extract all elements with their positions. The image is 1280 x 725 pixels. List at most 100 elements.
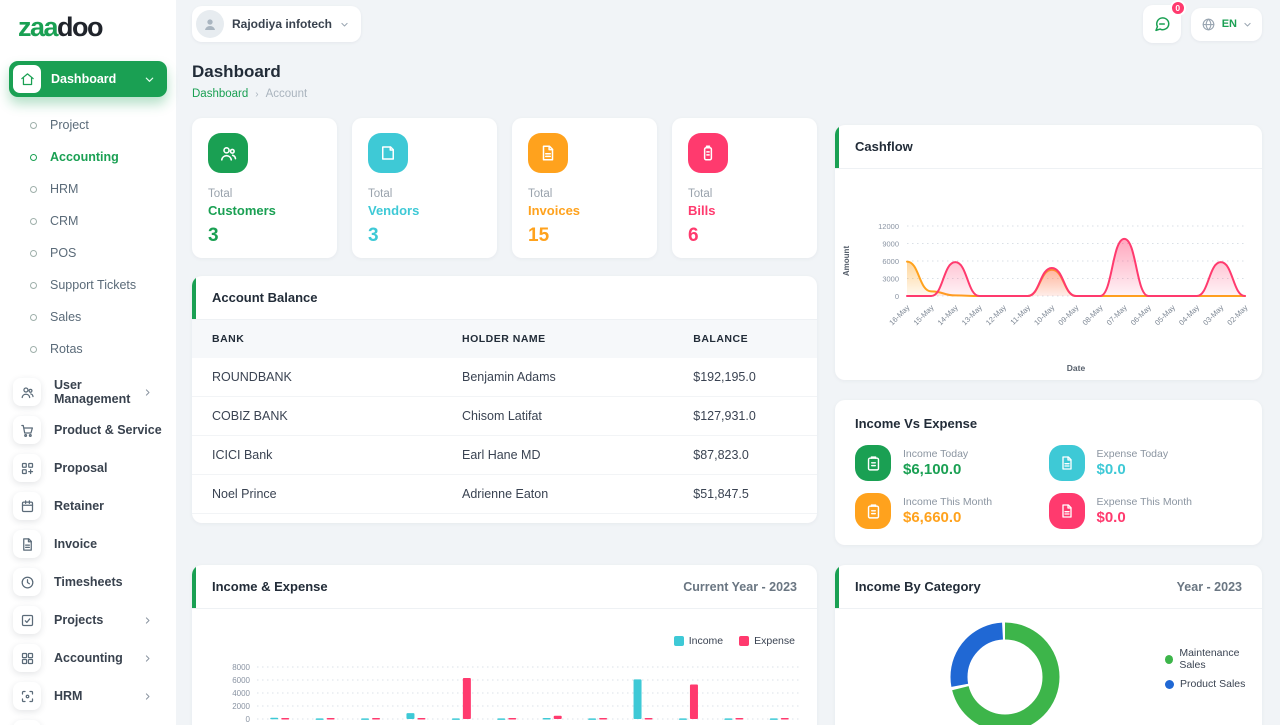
sidebar-item-support-tickets[interactable]: Support Tickets [0,269,176,301]
column-header-bank: BANK [192,320,442,358]
home-icon [13,65,41,93]
app-logo[interactable]: zaadoo [0,0,176,53]
income-today-item: Income Today $6,100.0 [855,445,1049,481]
globe-icon [1201,17,1216,32]
note-icon [368,133,408,173]
clock-icon [13,568,41,596]
sidebar-item-label: POS [50,246,77,260]
sidebar-item-accounting[interactable]: Accounting [0,141,176,173]
svg-text:12000: 12000 [878,222,899,231]
sidebar-item-projects[interactable]: Projects [0,601,176,639]
cell-balance: $192,195.0 [673,358,817,397]
language-selector[interactable]: EN [1190,7,1262,41]
sidebar-item-pos[interactable]: POS [0,237,176,269]
plus-square-icon [13,720,41,725]
svg-text:13-May: 13-May [960,303,984,327]
sidebar-item-label: Product & Service [54,423,162,437]
chevron-right-icon [143,654,152,663]
sidebar-item-timesheets[interactable]: Timesheets [0,563,176,601]
sidebar-item-label: Accounting [54,651,123,665]
stat-card-bills: Total Bills 6 [672,118,817,258]
svg-text:09-May: 09-May [1056,303,1080,327]
sidebar-item-dashboard[interactable]: Dashboard [9,61,167,97]
messages-button[interactable]: 0 [1142,0,1186,43]
donut-slice-product [950,622,1060,725]
sidebar-item-user-management[interactable]: User Management [0,373,176,411]
column-header-holder: HOLDER NAME [442,320,674,358]
stat-label: Invoices [528,203,581,218]
metric-value: $0.0 [1096,509,1126,526]
cashflow-area-chart[interactable]: 0 3000 6000 9000 12000 16-May 15-May 14-May 13-M… [835,171,1262,380]
sidebar-item-label: Timesheets [54,575,123,589]
sidebar-item-project[interactable]: Project [0,109,176,141]
table-row[interactable]: ROUNDBANK Benjamin Adams $192,195.0 [192,358,817,397]
chevron-right-icon [143,616,152,625]
svg-text:12-May: 12-May [984,303,1008,327]
sidebar-item-label: Dashboard [51,72,117,86]
file-icon [1048,493,1085,529]
sidebar-item-proposal[interactable]: Proposal [0,449,176,487]
panel-title: Income & Expense [212,579,328,594]
stat-card-vendors: Total Vendors 3 [352,118,497,258]
column-header-balance: BALANCE [673,320,817,358]
workspace-selector[interactable]: Rajodiya infotech [192,6,362,42]
sidebar-item-sales[interactable]: Sales [0,301,176,333]
svg-text:10-May: 10-May [1032,303,1056,327]
panel-header: Income By Category Year - 2023 [835,565,1262,609]
svg-text:2000: 2000 [232,702,250,711]
stat-value: 3 [208,225,219,246]
income-vs-expense-panel: Income Vs Expense Income Today $6,100.0 … [835,400,1262,545]
svg-text:Date: Date [1067,363,1086,373]
users-icon [208,133,248,173]
metric-label: Income This Month [903,496,993,508]
svg-text:11-May: 11-May [1008,303,1032,327]
sidebar-item-label: HRM [50,182,79,196]
legend-label: Expense [754,635,795,647]
chevron-right-icon [143,388,152,397]
income-expense-bar-chart[interactable]: 0 2000 4000 6000 8000 [202,653,807,725]
svg-text:0: 0 [246,715,251,724]
sidebar-item-crm-section[interactable]: CRM [0,715,176,725]
income-by-category-donut[interactable] [949,621,1061,725]
calendar-icon [13,492,41,520]
stat-value: 6 [688,225,699,246]
svg-text:05-May: 05-May [1153,303,1177,327]
cell-balance: $87,823.0 [673,435,817,475]
sidebar-item-label: HRM [54,689,83,703]
donut-legend: Maintenance Sales Product Sales [1165,647,1262,690]
svg-text:08-May: 08-May [1081,303,1105,327]
left-column: Total Customers 3 Total Vendors 3 Total … [192,118,817,725]
sidebar-item-invoice[interactable]: Invoice [0,525,176,563]
panel-title: Account Balance [212,290,318,305]
sidebar: zaadoo Dashboard Project Accounting HRM … [0,0,176,725]
table-row[interactable]: Noel Prince Adrienne Eaton $51,847.5 [192,474,817,514]
sidebar-item-hrm[interactable]: HRM [0,173,176,205]
stat-prefix: Total [368,188,393,200]
svg-text:04-May: 04-May [1177,303,1201,327]
workspace-name: Rajodiya infotech [232,17,333,31]
svg-text:07-May: 07-May [1105,303,1129,327]
sidebar-item-rotas[interactable]: Rotas [0,333,176,365]
sidebar-item-hrm-section[interactable]: HRM [0,677,176,715]
legend-label: Income [688,635,724,647]
panel-title: Cashflow [855,139,913,154]
svg-text:14-May: 14-May [936,303,960,327]
sidebar-item-retainer[interactable]: Retainer [0,487,176,525]
expense-this-month-item: Expense This Month $0.0 [1048,493,1243,529]
bullet-icon [30,281,37,289]
sidebar-item-product-service[interactable]: Product & Service [0,411,176,449]
file-icon [528,133,568,173]
sidebar-item-accounting-section[interactable]: Accounting [0,639,176,677]
avatar [196,10,224,38]
income-vs-expense-grid: Income Today $6,100.0 Expense Today $0.0… [855,445,1242,529]
breadcrumb-current: Account [265,88,308,100]
panel-title: Income Vs Expense [855,416,978,431]
sidebar-item-crm[interactable]: CRM [0,205,176,237]
sidebar-item-label: CRM [50,214,79,228]
sidebar-item-label: User Management [54,378,131,406]
breadcrumb-dashboard[interactable]: Dashboard [192,88,249,100]
table-row[interactable]: COBIZ BANK Chisom Latifat $127,931.0 [192,396,817,436]
table-row[interactable]: ICICI Bank Earl Hane MD $87,823.0 [192,435,817,475]
svg-text:3000: 3000 [882,275,899,284]
cell-holder: Chisom Latifat [442,396,674,436]
